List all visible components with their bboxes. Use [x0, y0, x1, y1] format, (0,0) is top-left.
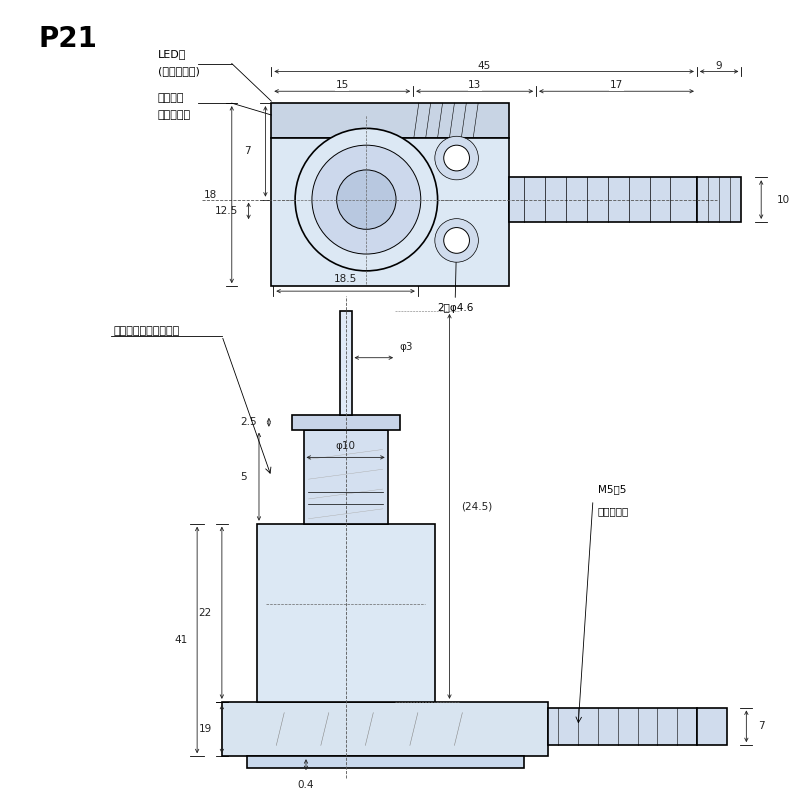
Text: φ10: φ10	[335, 442, 355, 451]
Bar	[549, 707, 697, 745]
Text: 12.5: 12.5	[215, 206, 238, 216]
Text: (检测信号用): (检测信号用)	[158, 66, 199, 77]
Circle shape	[295, 128, 438, 271]
Text: 15: 15	[336, 80, 349, 90]
Text: 空气吸入口: 空气吸入口	[598, 506, 629, 516]
Text: 9: 9	[716, 61, 722, 70]
Text: 22: 22	[198, 608, 212, 618]
Bar	[246, 756, 524, 768]
Text: 2.5: 2.5	[240, 418, 257, 427]
Text: 17: 17	[610, 80, 623, 90]
Circle shape	[337, 170, 396, 230]
Bar	[509, 178, 697, 222]
Text: (24.5): (24.5)	[462, 502, 493, 511]
Circle shape	[444, 145, 470, 171]
Text: 18: 18	[203, 190, 217, 200]
Text: 5: 5	[241, 472, 247, 482]
Bar	[271, 103, 509, 138]
Text: 19: 19	[198, 724, 212, 734]
Text: 超行程报警信号报警点: 超行程报警信号报警点	[113, 326, 179, 336]
Text: 2－φ4.6: 2－φ4.6	[437, 244, 473, 313]
Text: 0.4: 0.4	[298, 780, 314, 790]
Text: 常时亮灯: 常时亮灯	[158, 93, 184, 103]
Text: M5深5: M5深5	[598, 484, 626, 494]
Bar	[340, 311, 351, 415]
Bar	[697, 178, 742, 222]
Bar	[222, 702, 549, 756]
Circle shape	[435, 136, 478, 180]
Circle shape	[435, 218, 478, 262]
Text: 13: 13	[468, 80, 482, 90]
Text: 18.5: 18.5	[334, 274, 357, 284]
Text: φ3: φ3	[399, 342, 413, 352]
Bar	[292, 415, 399, 430]
Text: 10: 10	[777, 194, 790, 205]
Text: 7: 7	[244, 146, 251, 156]
Circle shape	[444, 227, 470, 254]
Text: P21: P21	[39, 25, 98, 53]
Circle shape	[312, 145, 421, 254]
Bar	[271, 138, 509, 286]
Text: LED灯: LED灯	[158, 49, 186, 58]
Text: 7: 7	[758, 722, 765, 731]
Bar	[303, 430, 388, 524]
Text: 45: 45	[478, 61, 490, 70]
Bar	[257, 524, 434, 702]
Bar	[697, 707, 726, 745]
Text: 41: 41	[174, 635, 187, 645]
Text: 动作时熄灭: 动作时熄灭	[158, 110, 190, 120]
